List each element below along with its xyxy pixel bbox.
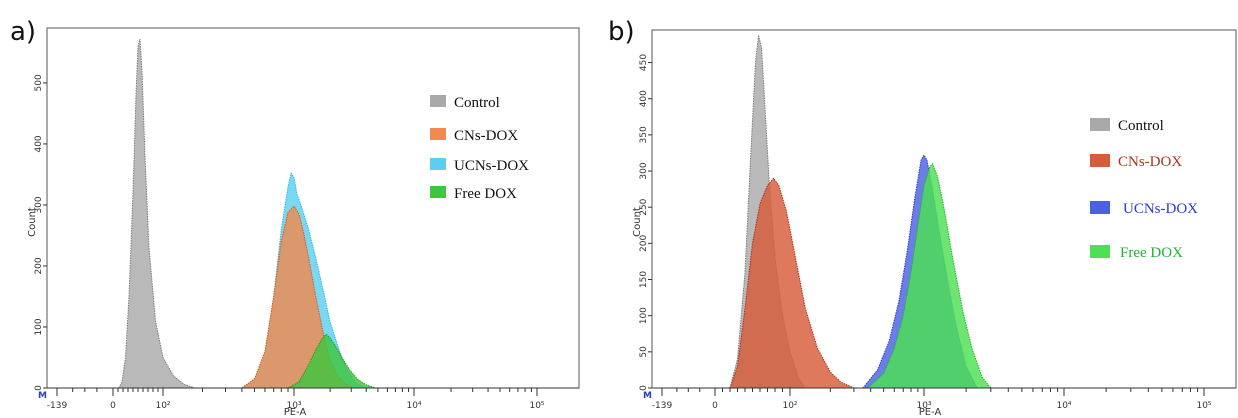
y-tick-label: 300 (639, 162, 649, 179)
panel-b-y-axis-label: Count (632, 207, 643, 237)
x-tick-label: 0 (712, 401, 718, 411)
legend-label-cns-dox: CNs-DOX (454, 128, 518, 144)
panel-a-y-axis-label: Count (27, 207, 38, 237)
panel-a-marker-m: M (38, 391, 47, 401)
panel-a-letter: a) (10, 17, 36, 47)
x-tick-label: -139 (652, 401, 673, 411)
panel-b-legend: Control CNs-DOX UCNs-DOX Free DOX (1090, 118, 1198, 261)
y-tick-label: 500 (34, 74, 44, 91)
panel-b-axis-layer: -139 0 10² 10³ 10⁴ 10⁵ 0 50 100 150 200 250 300 350 40… (639, 54, 1236, 411)
legend-swatch-free-dox (430, 186, 446, 198)
y-tick-label: 0 (34, 385, 44, 391)
x-tick-label: 0 (110, 401, 116, 411)
x-tick-label: 10⁵ (1196, 401, 1211, 411)
legend-label-cns-dox: CNs-DOX (1118, 154, 1182, 170)
legend-label-ucns-dox: UCNs-DOX (1123, 201, 1198, 217)
y-tick-label: 300 (34, 196, 44, 213)
histogram-free-dox (286, 333, 376, 389)
y-tick-label: 100 (34, 318, 44, 335)
legend-swatch-ucns-dox (430, 158, 446, 170)
legend-swatch-free-dox (1090, 245, 1110, 258)
legend-label-ucns-dox: UCNs-DOX (454, 158, 529, 174)
x-tick-label: 10⁵ (529, 401, 544, 411)
x-tick-label: 10³ (916, 401, 931, 411)
histogram-control (118, 38, 195, 389)
histogram-cns-dox (240, 205, 355, 389)
x-tick-label: 10² (155, 401, 170, 411)
legend-swatch-cns-dox (1090, 154, 1110, 167)
panel-b-series-layer (729, 34, 992, 389)
y-tick-label: 400 (639, 90, 649, 107)
x-tick-label: -139 (47, 401, 68, 411)
panel-b-letter: b) (608, 17, 635, 47)
legend-swatch-ucns-dox (1090, 201, 1110, 214)
legend-label-free-dox: Free DOX (1120, 245, 1183, 261)
y-tick-label: 100 (639, 307, 649, 324)
panel-a-series-layer (118, 38, 376, 389)
y-tick-label: 200 (34, 257, 44, 274)
legend-swatch-cns-dox (430, 128, 446, 140)
legend-label-control: Control (1118, 118, 1164, 134)
y-tick-label: 50 (639, 346, 649, 358)
legend-swatch-control (1090, 118, 1110, 131)
histogram-cns-dox (729, 177, 855, 389)
panel-a: a) Count PE-A M -139 0 10² 10³ 10⁴ 10⁵ 0 100 200… (10, 17, 580, 418)
y-tick-label: 200 (639, 234, 649, 251)
y-tick-label: 400 (34, 135, 44, 152)
panel-a-axis-layer: -139 0 10² 10³ 10⁴ 10⁵ 0 100 200 300 400 500 (34, 74, 579, 411)
y-tick-label: 450 (639, 54, 649, 71)
panel-b: b) Count PE-A M -139 0 10² 10³ 10⁴ 10⁵ 0 50 100 1… (608, 17, 1237, 418)
panel-b-x-axis-label: PE-A (919, 407, 942, 418)
legend-label-free-dox: Free DOX (454, 186, 517, 202)
panel-a-legend: Control CNs-DOX UCNs-DOX Free DOX (430, 95, 529, 202)
y-tick-label: 150 (639, 271, 649, 288)
y-tick-label: 250 (639, 198, 649, 215)
x-tick-label: 10² (782, 401, 797, 411)
x-tick-label: 10³ (286, 401, 301, 411)
x-tick-label: 10⁴ (406, 401, 421, 411)
y-tick-label: 0 (639, 385, 649, 391)
y-tick-label: 350 (639, 126, 649, 143)
histogram-free-dox (866, 162, 992, 389)
panel-a-x-axis-label: PE-A (284, 407, 307, 418)
legend-swatch-control (430, 95, 446, 107)
legend-label-control: Control (454, 95, 500, 111)
x-tick-label: 10⁴ (1056, 401, 1071, 411)
panel-b-marker-m: M (643, 391, 652, 401)
